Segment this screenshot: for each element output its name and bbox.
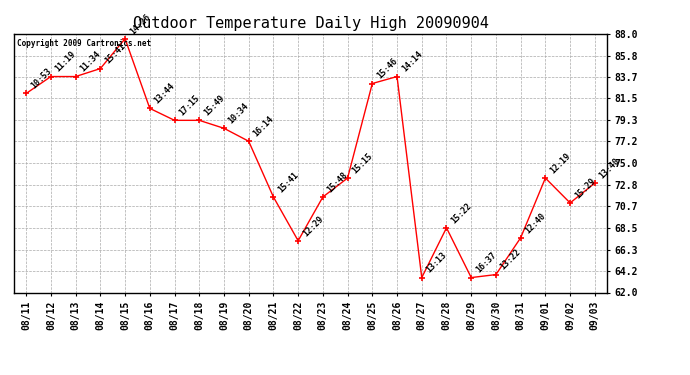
Text: 15:46: 15:46 [375, 57, 399, 81]
Text: 14:26: 14:26 [128, 12, 152, 36]
Text: 10:53: 10:53 [29, 67, 53, 91]
Text: 13:44: 13:44 [152, 82, 177, 106]
Text: 12:40: 12:40 [524, 211, 547, 235]
Text: 13:13: 13:13 [424, 251, 448, 275]
Text: 15:29: 15:29 [573, 176, 597, 200]
Text: 10:34: 10:34 [227, 102, 250, 126]
Text: 15:41: 15:41 [276, 170, 300, 194]
Text: 15:22: 15:22 [449, 201, 473, 225]
Text: 13:40: 13:40 [598, 156, 622, 180]
Text: 16:37: 16:37 [474, 251, 498, 275]
Text: 11:34: 11:34 [79, 50, 102, 74]
Text: 13:22: 13:22 [499, 248, 523, 272]
Text: 12:29: 12:29 [301, 214, 325, 238]
Text: 12:19: 12:19 [548, 151, 572, 175]
Text: 15:41: 15:41 [103, 42, 127, 66]
Text: 16:14: 16:14 [251, 114, 275, 138]
Text: 11:19: 11:19 [54, 50, 78, 74]
Title: Outdoor Temperature Daily High 20090904: Outdoor Temperature Daily High 20090904 [132, 16, 489, 31]
Text: 15:15: 15:15 [351, 151, 375, 175]
Text: 14:14: 14:14 [400, 50, 424, 74]
Text: 15:48: 15:48 [326, 170, 350, 194]
Text: 17:15: 17:15 [177, 93, 201, 117]
Text: Copyright 2009 Cartronics.net: Copyright 2009 Cartronics.net [17, 39, 151, 48]
Text: 15:49: 15:49 [202, 93, 226, 117]
